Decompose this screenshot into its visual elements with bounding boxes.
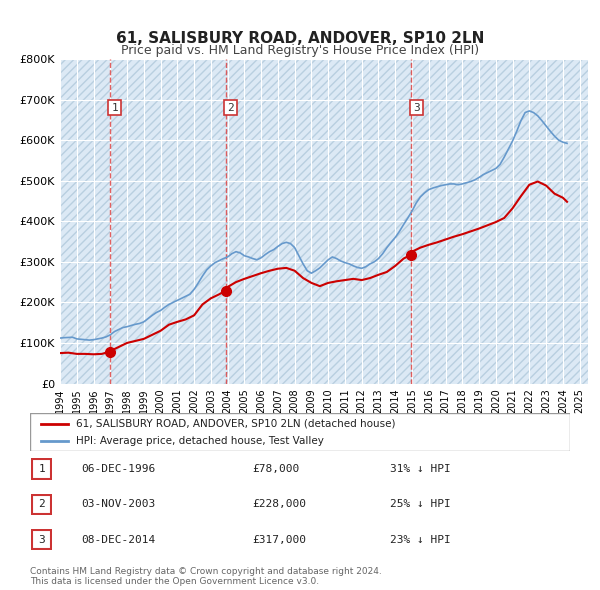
Text: 61, SALISBURY ROAD, ANDOVER, SP10 2LN (detached house): 61, SALISBURY ROAD, ANDOVER, SP10 2LN (d… [76, 419, 395, 429]
Text: This data is licensed under the Open Government Licence v3.0.: This data is licensed under the Open Gov… [30, 576, 319, 586]
Text: 1: 1 [111, 103, 118, 113]
FancyBboxPatch shape [30, 413, 570, 451]
Text: 3: 3 [413, 103, 420, 113]
Text: HPI: Average price, detached house, Test Valley: HPI: Average price, detached house, Test… [76, 435, 324, 445]
Text: 23% ↓ HPI: 23% ↓ HPI [390, 535, 451, 545]
Text: Contains HM Land Registry data © Crown copyright and database right 2024.: Contains HM Land Registry data © Crown c… [30, 566, 382, 576]
Text: 25% ↓ HPI: 25% ↓ HPI [390, 500, 451, 509]
Text: £317,000: £317,000 [252, 535, 306, 545]
Text: £78,000: £78,000 [252, 464, 299, 474]
FancyBboxPatch shape [32, 460, 51, 478]
Text: 06-DEC-1996: 06-DEC-1996 [81, 464, 155, 474]
Text: £228,000: £228,000 [252, 500, 306, 509]
Text: 08-DEC-2014: 08-DEC-2014 [81, 535, 155, 545]
Text: 2: 2 [227, 103, 234, 113]
Text: 1: 1 [38, 464, 45, 474]
FancyBboxPatch shape [32, 495, 51, 514]
Text: 3: 3 [38, 535, 45, 545]
Text: 03-NOV-2003: 03-NOV-2003 [81, 500, 155, 509]
Text: 61, SALISBURY ROAD, ANDOVER, SP10 2LN: 61, SALISBURY ROAD, ANDOVER, SP10 2LN [116, 31, 484, 46]
FancyBboxPatch shape [32, 530, 51, 549]
Text: 31% ↓ HPI: 31% ↓ HPI [390, 464, 451, 474]
Text: Price paid vs. HM Land Registry's House Price Index (HPI): Price paid vs. HM Land Registry's House … [121, 44, 479, 57]
Text: 2: 2 [38, 500, 45, 509]
